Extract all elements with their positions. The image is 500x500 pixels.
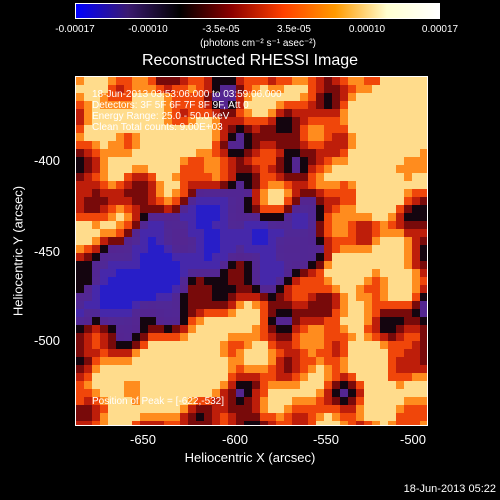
colorbar-tick: 3.5e-05	[277, 24, 311, 35]
colorbar-tick: -0.00010	[128, 24, 168, 35]
colorbar-unit: (photons cm⁻² s⁻¹ asec⁻²)	[200, 38, 316, 49]
timestamp: 18-Jun-2013 05:22	[403, 483, 496, 495]
info-energy: Energy Range: 25.0 - 50.0 keV	[92, 111, 230, 122]
colorbar	[75, 3, 440, 19]
x-tick: -600	[221, 432, 249, 447]
heatmap-image	[76, 77, 427, 425]
colorbar-tick: 0.00010	[348, 24, 386, 35]
peak-position: Position of Peak = [-622,-532]	[92, 396, 225, 407]
y-tick: -450	[34, 244, 61, 259]
info-time-range: 18-Jun-2013 03:53:06.000 to 03:59:06.000	[92, 89, 282, 100]
x-tick: -650	[129, 432, 157, 447]
colorbar-tick: 0.00017	[421, 24, 459, 35]
image-frame: 18-Jun-2013 03:53:06.000 to 03:59:06.000…	[75, 76, 428, 426]
y-tick: -400	[34, 153, 61, 168]
info-detectors: Detectors: 3F 5F 6F 7F 8F 9F, Att 0	[92, 100, 249, 111]
y-axis-label: Heliocentric Y (arcsec)	[10, 185, 26, 317]
y-tick: -500	[34, 333, 61, 348]
x-tick: -550	[312, 432, 340, 447]
info-clean: Clean Total counts: 9.00E+03	[92, 122, 223, 133]
x-tick: -500	[399, 432, 427, 447]
colorbar-tick: -3.5e-05	[202, 24, 240, 35]
colorbar-tick: -0.00017	[55, 24, 95, 35]
image-title: Reconstructed RHESSI Image	[141, 52, 359, 69]
x-axis-label: Heliocentric X (arcsec)	[184, 450, 316, 465]
